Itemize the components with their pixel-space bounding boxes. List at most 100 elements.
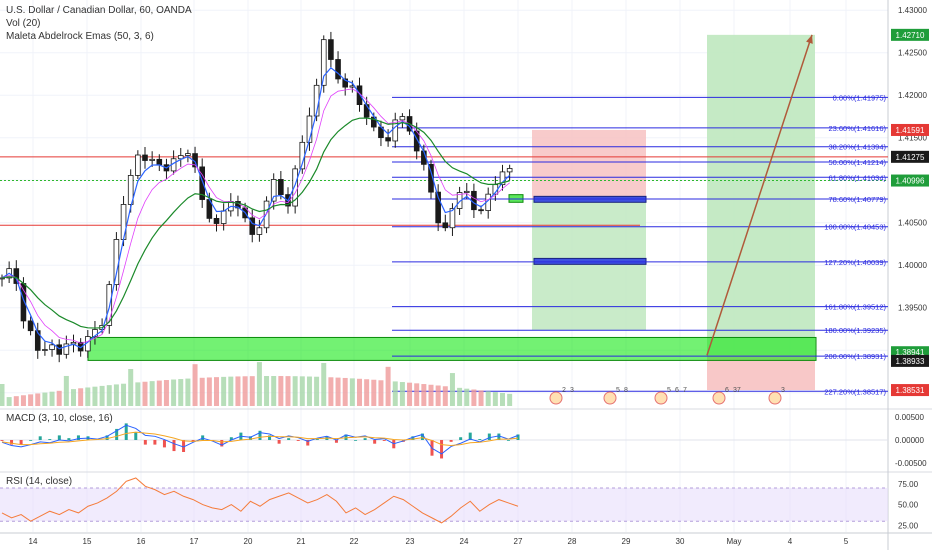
macd-histogram-bar (354, 440, 358, 441)
rsi-label: RSI (14, close) (6, 476, 73, 487)
event-count: 8 (624, 387, 628, 394)
time-tick-label: 29 (622, 537, 631, 546)
candle-body (113, 239, 120, 286)
volume-bar (242, 376, 248, 406)
macd-signal-line (1, 431, 519, 447)
candle-body (213, 217, 220, 224)
support-zone[interactable] (87, 336, 817, 361)
macd-histogram-bar (48, 439, 52, 440)
volume-bar (278, 376, 284, 406)
price-label-box (891, 150, 929, 163)
event-marker-icon[interactable] (603, 391, 617, 405)
macd-histogram-bar (516, 434, 520, 440)
volume-bar (63, 375, 69, 406)
volume-bar (0, 384, 5, 406)
macd-histogram-bar (19, 440, 23, 445)
volume-bar (285, 376, 291, 406)
candle-body (70, 341, 77, 345)
rsi-tick-label: 75.00 (898, 480, 919, 489)
rsi-pane (0, 477, 888, 524)
macd-histogram-bar (57, 435, 61, 440)
macd-histogram-bar (382, 440, 386, 441)
candle-body (399, 116, 406, 121)
macd-histogram-bar (411, 436, 415, 440)
emas-layer (1, 66, 511, 350)
fib-level-label: 127.20%(1.40039) (824, 258, 886, 267)
candle-body (335, 59, 341, 80)
macd-tick-label: 0.00500 (895, 413, 924, 422)
macd-histogram-bar (506, 440, 510, 441)
volume-bar (335, 377, 341, 406)
arrow-head-icon (806, 34, 813, 44)
rsi-tick-label: 50.00 (898, 501, 919, 510)
volume-bar (321, 362, 327, 406)
price-label-box (891, 354, 929, 367)
candle-body (506, 168, 513, 173)
macd-histogram-bar (277, 440, 281, 444)
candle-body (256, 227, 263, 235)
price-label-text: 1.41591 (896, 126, 925, 135)
volume-bar (435, 385, 441, 406)
macd-histogram-bar (220, 440, 224, 447)
volume-bar (78, 388, 84, 406)
price-label-text: 1.38941 (896, 348, 925, 357)
event-marker-icon[interactable] (549, 391, 563, 405)
entry-box-2[interactable] (533, 257, 647, 265)
volume-bar (442, 386, 448, 406)
event-marker-icon[interactable] (654, 391, 668, 405)
volume-bar (464, 388, 470, 406)
candle-body (185, 153, 191, 156)
macd-histogram-bar (287, 438, 291, 440)
volume-bar (457, 387, 463, 406)
projection-arrow-layer[interactable] (706, 34, 813, 356)
fib-level-label: 50.00%(1.41214) (828, 158, 886, 167)
signal-box[interactable] (508, 194, 524, 203)
macd-histogram-bar (153, 440, 157, 445)
macd-label: MACD (3, 10, close, 16) (6, 413, 113, 424)
time-axis[interactable]: 14 15 16 17 20 21 22 23 24 27 28 29 30 May 4 5 (29, 537, 849, 546)
volume-bar (507, 393, 513, 406)
volume-bar (299, 376, 305, 406)
volume-bar (500, 392, 505, 406)
time-tick-label: 24 (460, 537, 469, 546)
volume-bar (71, 389, 76, 406)
volume-bar (349, 378, 355, 406)
price-axis[interactable]: 1.430001.425001.420001.415001.410001.405… (895, 6, 927, 530)
fib-level-label: 61.80%(1.41034) (828, 173, 886, 182)
volume-bar (28, 394, 34, 406)
candle-body (42, 349, 48, 351)
projection-arrow[interactable] (706, 34, 813, 356)
price-label-text: 1.42710 (896, 31, 925, 40)
fib-level-label: 200.00%(1.38931) (824, 352, 886, 361)
volume-bar (371, 379, 377, 406)
candle-body (127, 175, 134, 205)
volume-bar (113, 384, 119, 406)
volume-bar (249, 376, 255, 406)
event-marker-icon[interactable] (712, 391, 726, 405)
volume-bar (35, 393, 41, 406)
candles-layer (0, 31, 513, 363)
volume-bars (0, 362, 513, 406)
volume-bar (271, 376, 277, 406)
volume-bar (56, 390, 62, 406)
price-tick-label: 1.40500 (898, 219, 927, 228)
macd-histogram-bar (268, 435, 272, 440)
price-tick-label: 1.43000 (898, 6, 927, 15)
time-tick-label: 23 (406, 537, 415, 546)
volume-bar (328, 377, 334, 406)
candle-body (220, 210, 227, 224)
volume-bar (6, 397, 12, 406)
time-tick-label: 30 (676, 537, 685, 546)
volume-bar (228, 376, 234, 406)
candle-body (463, 190, 470, 193)
event-marker-icon[interactable] (768, 391, 782, 405)
event-count: 6 (725, 387, 729, 394)
macd-histogram-bar (162, 440, 166, 448)
volume-bar (385, 366, 391, 406)
volume-bar (485, 391, 491, 406)
macd-histogram-bar (105, 435, 109, 440)
fibonacci-layer[interactable]: 0.00%(1.41975) 23.60%(1.41616) 38.20%(1.41… (392, 93, 888, 396)
event-markers-layer[interactable]: 2 3 5 8 5 6 7 6 37 3 (549, 387, 785, 405)
candle-body (63, 343, 70, 355)
